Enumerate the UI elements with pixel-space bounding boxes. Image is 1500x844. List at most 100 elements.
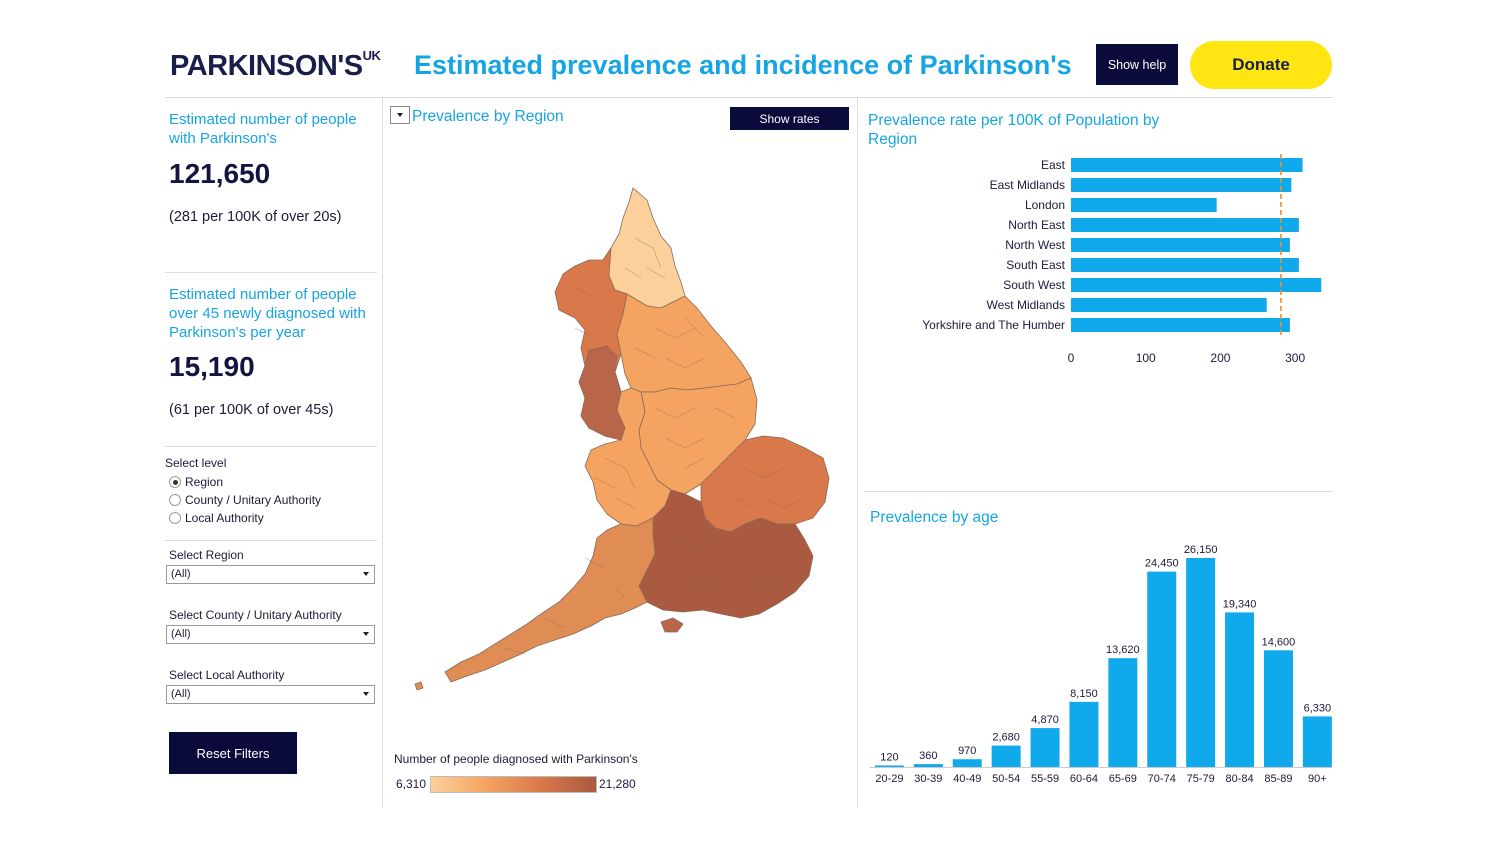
age-chart-category-label: 80-84	[1225, 773, 1253, 785]
rate-chart-category-label: London	[1025, 198, 1065, 212]
age-chart-bar[interactable]	[952, 759, 982, 767]
left-panel: Estimated number of people with Parkinso…	[165, 98, 377, 808]
map-region-south-west[interactable]	[444, 517, 656, 683]
prevalence-value: 121,650	[169, 158, 271, 189]
header: PARKINSON'SUK Estimated prevalence and i…	[165, 36, 1333, 98]
age-chart-value-label: 19,340	[1223, 598, 1257, 610]
select-local-authority-label: Select Local Authority	[169, 668, 285, 682]
prevalence-sub: (281 per 100K of over 20s)	[169, 209, 342, 225]
level-option-region[interactable]: Region	[169, 475, 223, 489]
radio-unchecked-icon[interactable]	[169, 512, 181, 524]
rate-chart-bar[interactable]	[1071, 258, 1299, 272]
rate-chart-bar[interactable]	[1071, 178, 1292, 192]
map-legend-title: Number of people diagnosed with Parkinso…	[394, 752, 638, 766]
divider	[165, 540, 377, 541]
map-region-yorkshire[interactable]	[616, 293, 752, 393]
divider	[165, 272, 377, 273]
age-chart-value-label: 6,330	[1304, 702, 1332, 714]
age-chart-bar[interactable]	[991, 745, 1021, 767]
prevalence-by-age-chart: 120 20-29 360 30-39 970 40-49 2,680 50-54 4,870 5…	[870, 544, 1332, 785]
age-chart-category-label: 40-49	[953, 773, 981, 785]
county-select[interactable]: (All)	[166, 625, 375, 644]
level-option-label: Local Authority	[185, 511, 264, 525]
age-chart-category-label: 75-79	[1187, 773, 1215, 785]
show-help-button[interactable]: Show help	[1096, 44, 1178, 85]
donate-button[interactable]: Donate	[1190, 41, 1332, 89]
age-chart-bar[interactable]	[1186, 558, 1216, 767]
map-legend-gradient	[430, 776, 597, 793]
level-option-county[interactable]: County / Unitary Authority	[169, 493, 321, 507]
age-chart-category-label: 70-74	[1148, 773, 1176, 785]
rate-by-region-chart: East East Midlands London North East North W…	[922, 154, 1322, 365]
rate-chart-category-label: West Midlands	[987, 298, 1065, 312]
age-chart-bar[interactable]	[874, 765, 904, 768]
map-title: Prevalence by Region	[412, 108, 564, 125]
england-region-map[interactable]	[385, 178, 855, 738]
reset-filters-button[interactable]: Reset Filters	[169, 732, 297, 774]
age-chart-bar[interactable]	[1263, 650, 1293, 767]
age-chart-bar[interactable]	[1069, 701, 1099, 767]
level-option-label: County / Unitary Authority	[185, 493, 322, 507]
age-chart-bar[interactable]	[1030, 728, 1060, 767]
radio-unchecked-icon[interactable]	[169, 494, 181, 506]
radio-checked-icon[interactable]	[169, 476, 181, 488]
page-title: Estimated prevalence and incidence of Pa…	[414, 50, 1072, 80]
show-rates-button[interactable]: Show rates	[730, 107, 849, 130]
rate-chart-bar[interactable]	[1071, 238, 1290, 252]
rate-chart-bar[interactable]	[1071, 278, 1322, 292]
rate-chart-bar[interactable]	[1071, 218, 1299, 232]
select-level-label: Select level	[165, 456, 227, 470]
rate-chart-x-tick: 0	[1068, 351, 1075, 365]
age-chart-bar[interactable]	[1147, 571, 1177, 767]
age-chart-bar[interactable]	[1302, 716, 1332, 767]
rate-chart-bar[interactable]	[1071, 298, 1267, 312]
map-menu-toggle[interactable]	[390, 106, 410, 124]
select-county-label: Select County / Unitary Authority	[169, 608, 342, 622]
age-chart-value-label: 13,620	[1106, 644, 1140, 656]
age-chart-value-label: 4,870	[1031, 714, 1059, 726]
local-authority-select[interactable]: (All)	[166, 685, 375, 704]
rate-chart-category-label: Yorkshire and The Humber	[922, 318, 1065, 332]
age-chart-category-label: 65-69	[1109, 773, 1137, 785]
rate-chart-title: Prevalence rate per 100K of Population b…	[868, 112, 1160, 148]
age-chart-value-label: 14,600	[1262, 636, 1296, 648]
rate-chart-bar[interactable]	[1071, 318, 1290, 332]
map-region-isle-of-wight[interactable]	[660, 617, 684, 633]
incidence-value: 15,190	[169, 351, 255, 382]
age-chart-category-label: 55-59	[1031, 773, 1059, 785]
age-chart-title: Prevalence by age	[870, 509, 999, 526]
panel-divider	[857, 98, 858, 808]
map-legend-min: 6,310	[396, 777, 427, 791]
logo-text: PARKINSON'S	[170, 50, 363, 82]
panel-divider	[382, 98, 383, 808]
age-chart-category-label: 20-29	[875, 773, 903, 785]
age-chart-category-label: 60-64	[1070, 773, 1098, 785]
age-chart-bar[interactable]	[1108, 658, 1138, 767]
rate-chart-category-label: North East	[1008, 218, 1065, 232]
prevalence-label: Estimated number of people with Parkinso…	[169, 111, 357, 147]
chevron-down-icon	[363, 572, 369, 576]
rate-chart-bar[interactable]	[1071, 198, 1217, 212]
incidence-label: Estimated number of people over 45 newly…	[169, 286, 366, 341]
incidence-sub: (61 per 100K of over 45s)	[169, 402, 334, 418]
select-region-label: Select Region	[169, 548, 244, 562]
rate-chart-x-tick: 300	[1285, 351, 1305, 365]
age-chart-category-label: 90+	[1308, 773, 1327, 785]
panel-divider	[864, 491, 1332, 492]
chevron-down-icon	[363, 632, 369, 636]
age-chart-bar[interactable]	[1225, 612, 1255, 767]
rate-chart-bar[interactable]	[1071, 158, 1303, 172]
age-chart-category-label: 85-89	[1264, 773, 1292, 785]
region-select-value: (All)	[171, 568, 191, 580]
age-chart-bar[interactable]	[913, 764, 943, 767]
parkinsons-uk-logo[interactable]: PARKINSON'SUK	[170, 48, 381, 83]
level-option-label: Region	[185, 475, 224, 489]
chevron-down-icon	[363, 692, 369, 696]
map-legend-max: 21,280	[599, 777, 636, 791]
region-select[interactable]: (All)	[166, 565, 375, 584]
map-region-scilly[interactable]	[414, 681, 424, 691]
rate-chart-category-label: North West	[1005, 238, 1065, 252]
logo-sup: UK	[362, 48, 381, 64]
divider	[165, 446, 377, 447]
level-option-local-authority[interactable]: Local Authority	[169, 511, 264, 525]
